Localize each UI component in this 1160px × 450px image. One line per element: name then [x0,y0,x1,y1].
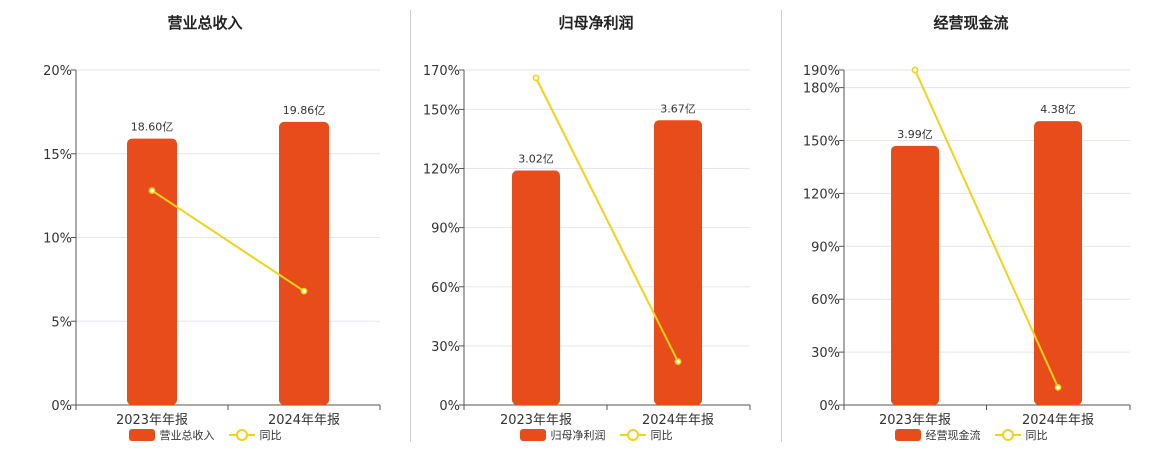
y-tick-label: 0% [819,399,840,414]
bar-data-label: 3.67亿 [660,102,696,115]
legend-line-swatch [619,429,646,441]
legend-line-label: 同比 [1025,429,1048,442]
legend-bar-swatch [894,429,921,441]
y-tick-label: 20% [43,64,72,79]
bar-data-label: 4.38亿 [1040,103,1076,116]
bar [127,138,177,406]
legend-item-bar[interactable]: 归母净利润 [519,427,606,443]
yoy-point [532,74,540,82]
x-category-label: 2023年年报 [116,413,188,428]
legend-item-bar[interactable]: 营业总收入 [128,427,215,443]
divider [781,10,782,442]
chart-svg-revenue: 0% 5% 10% 15% 20% 18.60亿 19.86亿 2023年年报 2024年年报 [43,64,381,428]
bar [1034,121,1082,405]
bar-data-label: 3.02亿 [518,153,554,166]
legend-bar-swatch [128,429,155,441]
y-tick-label: 120% [803,187,840,202]
chart-svg-net-profit: 0% 30% 60% 90% 120% 150% 170% 3.02亿 3.67亿 2023年年报… [423,64,751,428]
legend-item-bar[interactable]: 经营现金流 [894,427,981,443]
legend-bar-swatch [519,429,546,441]
x-category-label: 2023年年报 [500,413,572,428]
y-tick-label: 60% [811,293,840,308]
bar-data-label: 18.60亿 [131,121,174,134]
y-tick-label: 90% [811,240,840,255]
yoy-point [300,287,308,295]
bar [654,120,702,405]
y-tick-label: 170% [423,64,460,79]
x-category-label: 2024年年报 [642,413,714,428]
legend-line-label: 同比 [259,429,282,442]
yoy-point [674,358,682,366]
x-category-label: 2023年年报 [879,413,951,428]
chart-title: 归母净利润 [558,14,634,32]
chart-title: 经营现金流 [933,14,1009,32]
chart-panel-revenue: 营业总收入 0% 5% 10% 15% 20% 18.60亿 19.86亿 2023年年报 20… [0,0,410,450]
y-tick-label: 60% [431,281,460,296]
yoy-line [914,69,1059,388]
bar [891,145,939,405]
y-tick-label: 180% [803,82,840,97]
legend-line-swatch [228,429,255,441]
yoy-line [151,189,305,292]
yoy-point [148,187,156,194]
legend-line-swatch [994,429,1021,441]
legend: 营业总收入 同比 [0,427,410,443]
x-category-label: 2024年年报 [1022,413,1094,428]
bar [512,170,560,405]
y-tick-label: 5% [51,315,72,330]
y-tick-label: 0% [51,399,72,414]
yoy-point [1054,383,1062,391]
chart-svg-operating-cashflow: 0% 30% 60% 90% 120% 150% 180% 190% 3.99亿 4.38亿 202… [803,64,1131,428]
y-tick-label: 15% [43,148,72,163]
legend-item-line[interactable]: 同比 [994,427,1048,443]
divider [410,10,411,442]
x-category-label: 2024年年报 [268,413,340,428]
yoy-point [911,66,919,74]
y-tick-label: 190% [803,64,840,79]
legend-bar-label: 营业总收入 [159,429,215,442]
y-tick-label: 150% [803,135,840,150]
y-tick-label: 150% [423,103,460,118]
y-tick-label: 30% [431,340,460,355]
legend-bar-label: 经营现金流 [925,429,981,442]
bar [279,121,329,406]
legend-item-line[interactable]: 同比 [619,427,673,443]
yoy-line [535,77,679,363]
legend-line-label: 同比 [650,429,673,442]
y-tick-label: 30% [811,346,840,361]
chart-title: 营业总收入 [167,14,243,32]
y-tick-label: 0% [439,399,460,414]
y-tick-label: 10% [43,232,72,247]
y-tick-label: 90% [431,222,460,237]
legend: 归母净利润 同比 [411,427,781,443]
y-tick-label: 120% [423,163,460,178]
bar-data-label: 3.99亿 [897,128,933,141]
legend: 经营现金流 同比 [782,427,1160,443]
chart-panel-net-profit: 归母净利润 0% 30% 60% 90% 120% 150% 170% 3.02亿 3.67亿 2… [411,0,781,450]
legend-bar-label: 归母净利润 [550,429,606,442]
legend-item-line[interactable]: 同比 [228,427,282,443]
bar-data-label: 19.86亿 [283,104,326,117]
chart-panel-operating-cashflow: 经营现金流 0% 30% 60% 90% 120% 150% 180% 190% 3.99亿 4.… [782,0,1160,450]
